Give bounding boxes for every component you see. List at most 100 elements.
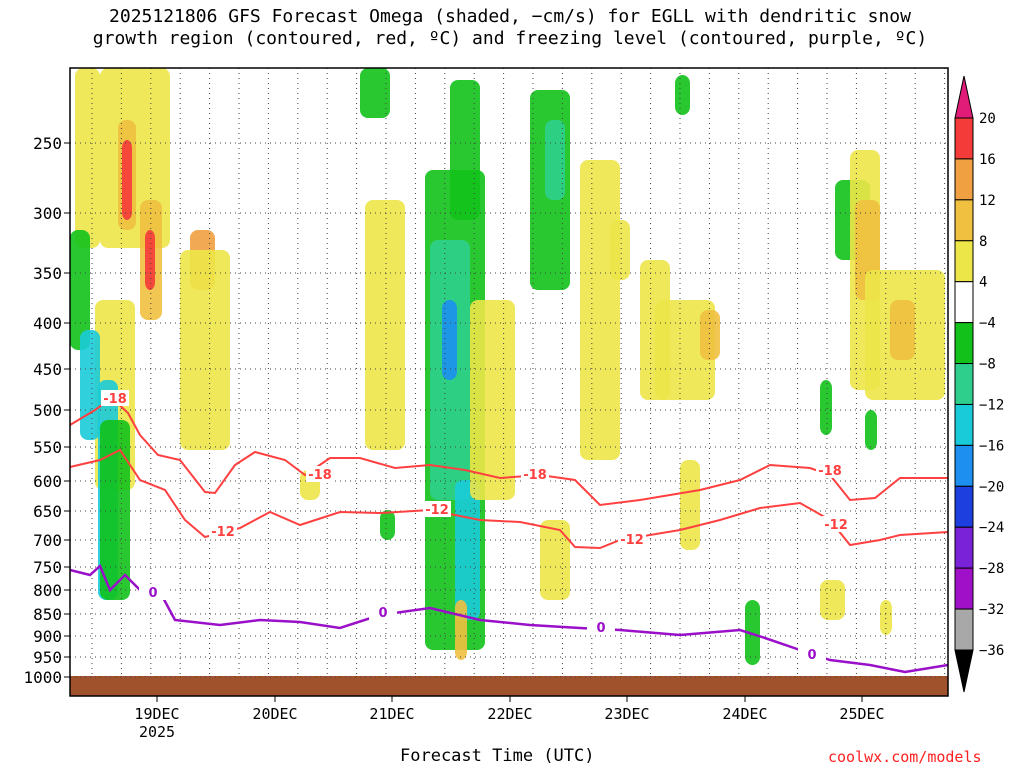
omega-shade-cell: [675, 75, 690, 115]
freezing-level-label: 0: [596, 621, 605, 636]
x-axis-title: Forecast Time (UTC): [400, 746, 595, 766]
dendritic-upper-label: -18: [523, 468, 547, 483]
colorbar-top-arrow: [954, 75, 974, 119]
y-tick-label: 300: [33, 204, 62, 223]
colorbar-label: −32: [979, 602, 1004, 618]
x-tick-label: 19DEC: [134, 705, 179, 723]
dendritic-lower-label: -12: [824, 518, 848, 533]
dendritic-lower-label-bg: [423, 501, 451, 517]
dendritic-upper-label-bg: [101, 390, 129, 406]
y-tick-label: 250: [33, 134, 62, 153]
omega-shade-cell: [380, 510, 395, 540]
colorbar-segment: [954, 403, 974, 446]
omega-shade-cell: [545, 120, 565, 200]
colorbar-segment: [954, 322, 974, 365]
omega-shade-cell: [820, 580, 845, 620]
chart-title: 2025121806 GFS Forecast Omega (shaded, −…: [0, 6, 1020, 50]
y-tick-label: 450: [33, 360, 62, 379]
dendritic-lower-label: -12: [620, 533, 644, 548]
y-tick-label: 1000: [23, 668, 62, 687]
omega-shade-cell: [880, 600, 892, 635]
omega-shade-cell: [580, 160, 620, 460]
y-tick-label: 900: [33, 627, 62, 646]
colorbar-label: 16: [979, 152, 996, 168]
omega-shade-cell: [122, 140, 132, 220]
plot-frame: [69, 67, 949, 697]
colorbar-label: 8: [979, 234, 987, 250]
dendritic-upper-label: -18: [818, 464, 842, 479]
ground-layer: [70, 676, 948, 696]
x-tick-label: 23DEC: [604, 705, 649, 723]
omega-shade-cell: [455, 600, 467, 660]
x-tick-label: 24DEC: [722, 705, 767, 723]
freezing-level-contour: [69, 563, 949, 674]
colorbar-label: −12: [979, 397, 1004, 413]
dendritic-upper-label-bg: [816, 462, 844, 478]
colorbar-segment: [954, 281, 974, 324]
omega-shade-cell: [180, 250, 230, 450]
contour-layer: -18 -18 -18 -18 -12 -12 -12 -12 0 0 0 0: [69, 390, 949, 674]
dendritic-lower-label-bg: [822, 516, 850, 532]
colorbar-segment: [954, 485, 974, 528]
colorbar-segment: [954, 158, 974, 201]
y-axis-ticks: 250 300 350 400 450 500 550 600 650 700 750 800 850 9…: [23, 134, 70, 687]
omega-shade-cell: [820, 380, 832, 435]
freezing-level-label-bg: [139, 584, 167, 600]
y-tick-label: 500: [33, 401, 62, 420]
colorbar-label: −20: [979, 479, 1004, 495]
y-tick-label: 700: [33, 531, 62, 550]
dendritic-lower-contour: [69, 448, 949, 550]
x-axis-ticks: 19DEC 20DEC 21DEC 22DEC 23DEC 24DEC 25DEC 2025: [134, 696, 885, 741]
colorbar: 20 16 12 8 4 −4 −8 −12 −16 −20 −24 −28 −32 −36: [954, 75, 1004, 693]
colorbar-segment: [954, 444, 974, 487]
colorbar-bottom-arrow: [954, 649, 974, 693]
omega-shade-cell: [455, 480, 480, 620]
y-tick-label: 850: [33, 605, 62, 624]
omega-shade-cell: [890, 300, 915, 360]
colorbar-segment: [954, 567, 974, 610]
y-tick-label: 750: [33, 558, 62, 577]
omega-shade-cell: [700, 310, 720, 360]
omega-shade-cell: [145, 230, 155, 290]
freezing-level-label-bg: [798, 646, 826, 662]
y-tick-label: 800: [33, 581, 62, 600]
colorbar-label: −24: [979, 520, 1004, 536]
dendritic-lower-label-bg: [209, 523, 237, 539]
y-tick-label: 600: [33, 472, 62, 491]
dendritic-upper-label: -18: [308, 468, 332, 483]
y-tick-label: 400: [33, 314, 62, 333]
omega-shade-cell: [80, 330, 100, 440]
x-year-label: 2025: [139, 723, 175, 741]
freezing-level-label-bg: [369, 604, 397, 620]
y-tick-label: 350: [33, 264, 62, 283]
colorbar-segment: [954, 199, 974, 242]
omega-shade-cell: [865, 410, 877, 450]
colorbar-label: −4: [979, 316, 996, 332]
colorbar-segment: [954, 526, 974, 569]
colorbar-label: 12: [979, 193, 996, 209]
ground-fill: [70, 676, 948, 696]
x-tick-label: 25DEC: [839, 705, 884, 723]
omega-shade-cell: [610, 220, 630, 280]
colorbar-label: −36: [979, 643, 1004, 659]
colorbar-segment: [954, 117, 974, 160]
x-tick-label: 22DEC: [487, 705, 532, 723]
omega-shade-cell: [442, 300, 457, 380]
omega-shade-cell: [680, 460, 700, 550]
omega-shade-cell: [470, 300, 515, 500]
colorbar-label: −16: [979, 438, 1004, 454]
colorbar-label: −8: [979, 357, 996, 373]
omega-shade-cell: [365, 200, 405, 450]
colorbar-label: 20: [979, 111, 996, 127]
dendritic-upper-label-bg: [521, 466, 549, 482]
freezing-level-label: 0: [378, 606, 387, 621]
omega-shade-cell: [70, 230, 90, 350]
x-tick-label: 21DEC: [369, 705, 414, 723]
dendritic-lower-label-bg: [618, 531, 646, 547]
x-tick-label: 20DEC: [252, 705, 297, 723]
title-line-1: 2025121806 GFS Forecast Omega (shaded, −…: [109, 6, 911, 27]
y-tick-label: 950: [33, 648, 62, 667]
dendritic-upper-label: -18: [103, 392, 127, 407]
credit-link[interactable]: coolwx.com/models: [828, 748, 982, 766]
dendritic-upper-contour: [69, 396, 948, 507]
